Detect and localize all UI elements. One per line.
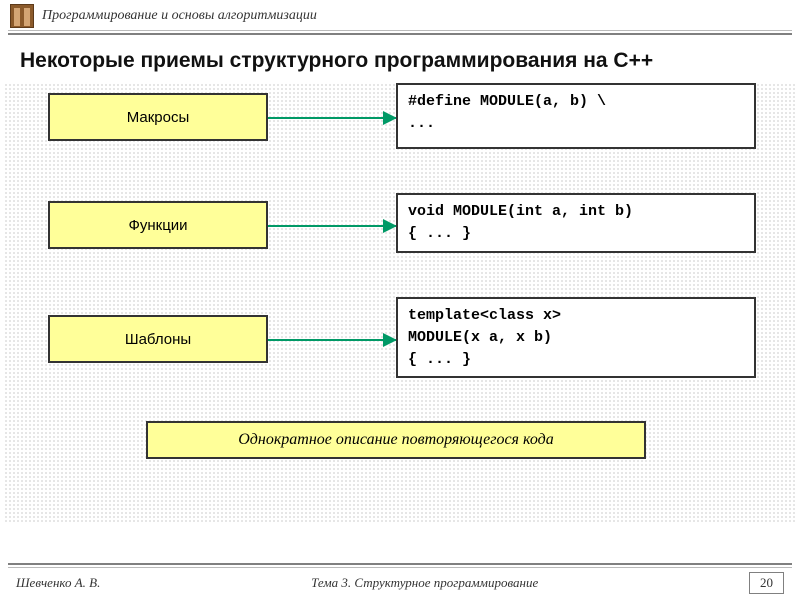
footer-page-number: 20	[749, 572, 784, 594]
label-box-templates: Шаблоны	[48, 315, 268, 363]
summary-text: Однократное описание повторяющегося кода	[238, 431, 554, 449]
footer-author: Шевченко А. В.	[16, 575, 100, 591]
slide-footer: Шевченко А. В. Тема 3. Структурное прогр…	[0, 563, 800, 600]
label-text: Шаблоны	[125, 331, 191, 348]
code-box-templates: template<class x> MODULE(x a, x b) { ...…	[396, 297, 756, 378]
code-box-functions: void MODULE(int a, int b) { ... }	[396, 193, 756, 253]
main-title: Некоторые приемы структурного программир…	[0, 35, 800, 83]
header-rule-thin	[8, 30, 792, 31]
summary-box: Однократное описание повторяющегося кода	[146, 421, 646, 459]
arrow-icon	[268, 225, 396, 227]
label-box-macros: Макросы	[48, 93, 268, 141]
content-area: Макросы #define MODULE(a, b) \ ... Функц…	[4, 83, 796, 523]
code-text: void MODULE(int a, int b) { ... }	[408, 203, 633, 242]
arrow-icon	[268, 117, 396, 119]
code-box-macros: #define MODULE(a, b) \ ...	[396, 83, 756, 149]
arrow-icon	[268, 339, 396, 341]
header-title: Программирование и основы алгоритмизации	[42, 8, 317, 24]
label-text: Макросы	[127, 109, 190, 126]
code-text: template<class x> MODULE(x a, x b) { ...…	[408, 307, 561, 368]
footer-rule-thick	[8, 563, 792, 565]
header-logo-icon	[10, 4, 34, 28]
footer-topic: Тема 3. Структурное программирование	[311, 575, 538, 591]
label-text: Функции	[128, 217, 187, 234]
slide-header: Программирование и основы алгоритмизации	[0, 0, 800, 30]
code-text: #define MODULE(a, b) \ ...	[408, 93, 606, 132]
label-box-functions: Функции	[48, 201, 268, 249]
